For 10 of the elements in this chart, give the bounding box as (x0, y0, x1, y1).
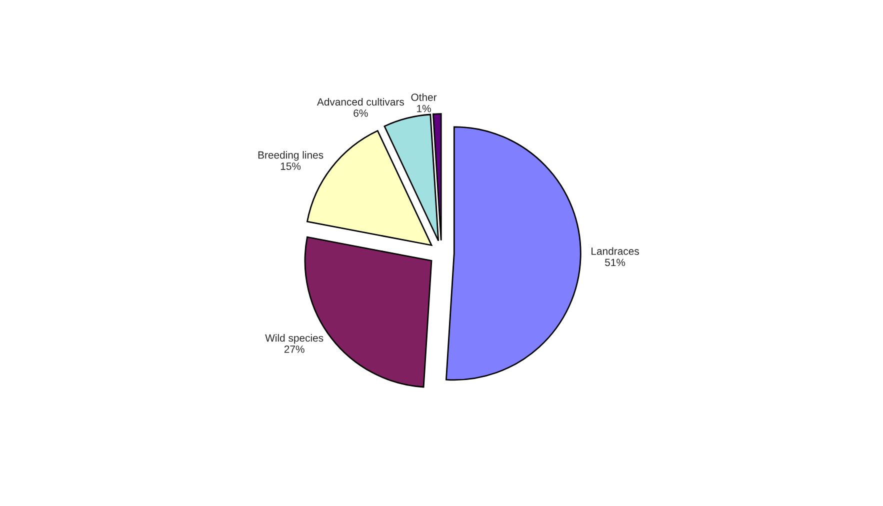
data-label: 51% (605, 258, 626, 266)
slice-label: Landraces (592, 247, 639, 255)
slice-label: Other (411, 93, 437, 101)
data-label: 27% (284, 346, 304, 353)
slice-label: Breeding lines (258, 151, 324, 161)
data-label: 1% (417, 104, 431, 112)
slice-label: Wild species (265, 334, 324, 344)
data-label: 6% (354, 109, 368, 117)
slice-label: Advanced cultivars (316, 98, 404, 106)
data-label: 15% (280, 162, 301, 170)
